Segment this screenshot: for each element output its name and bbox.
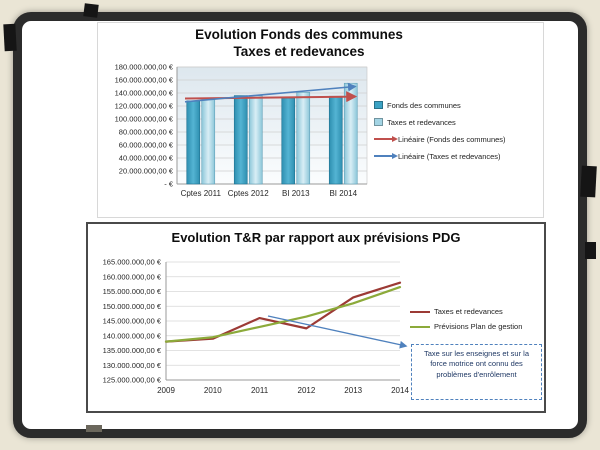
bar-swatch-taxes-icon xyxy=(374,118,383,127)
svg-text:155.000.000,00 €: 155.000.000,00 € xyxy=(103,287,162,296)
svg-text:145.000.000,00 €: 145.000.000,00 € xyxy=(103,317,162,326)
legend-label-fonds: Fonds des communes xyxy=(387,100,461,110)
svg-text:2013: 2013 xyxy=(344,386,362,395)
top-chart-plot: 180.000.000,00 € 160.000.000,00 € 140.000.… xyxy=(115,63,368,198)
annotation-box: Taxe sur les enseignes et sur la force m… xyxy=(411,344,542,400)
svg-text:60.000.000,00 €: 60.000.000,00 € xyxy=(119,140,174,149)
svg-text:165.000.000,00 €: 165.000.000,00 € xyxy=(103,258,162,267)
svg-text:2011: 2011 xyxy=(251,386,269,395)
legend-item-lineaire-fonds: Linéaire (Fonds des communes) xyxy=(374,135,506,144)
svg-text:120.000.000,00 €: 120.000.000,00 € xyxy=(115,101,174,110)
top-chart-legend: Fonds des communes Taxes et redevances L… xyxy=(374,101,506,169)
legend-label-previsions: Prévisions Plan de gestion xyxy=(434,322,523,331)
tape-mark-top xyxy=(83,3,99,18)
bottom-chart-plot: 165.000.000,00 € 160.000.000,00 € 155.000.… xyxy=(103,258,410,395)
legend-label-lineaire-taxes: Linéaire (Taxes et redevances) xyxy=(398,151,501,161)
top-chart: Evolution Fonds des communes Taxes et re… xyxy=(97,22,544,218)
svg-text:140.000.000,00 €: 140.000.000,00 € xyxy=(115,88,174,97)
bottom-chart: Evolution T&R par rapport aux prévisions… xyxy=(86,222,546,413)
svg-text:- €: - € xyxy=(164,179,174,188)
svg-text:Cptes 2011: Cptes 2011 xyxy=(181,189,222,198)
svg-text:160.000.000,00 €: 160.000.000,00 € xyxy=(115,75,174,84)
svg-text:80.000.000,00 €: 80.000.000,00 € xyxy=(119,127,174,136)
bottom-chart-legend: Taxes et redevances Prévisions Plan de g… xyxy=(410,307,522,337)
svg-text:BI 2013: BI 2013 xyxy=(282,189,310,198)
top-chart-title-line1: Evolution Fonds des communes xyxy=(195,27,403,42)
svg-text:100.000.000,00 €: 100.000.000,00 € xyxy=(115,114,174,123)
svg-text:20.000.000,00 €: 20.000.000,00 € xyxy=(119,166,174,175)
trendline-swatch-red-icon xyxy=(374,135,398,142)
svg-text:40.000.000,00 €: 40.000.000,00 € xyxy=(119,153,174,162)
svg-text:2010: 2010 xyxy=(204,386,222,395)
legend-label-lineaire-fonds: Linéaire (Fonds des communes) xyxy=(398,134,506,144)
svg-text:2014: 2014 xyxy=(391,386,409,395)
smudge-mark-bottom xyxy=(86,425,102,432)
legend-item-lineaire-taxes: Linéaire (Taxes et redevances) xyxy=(374,152,506,161)
top-chart-body: 180.000.000,00 € 160.000.000,00 € 140.000.… xyxy=(98,63,543,213)
legend-item-fonds: Fonds des communes xyxy=(374,101,506,110)
tape-mark-right-upper xyxy=(580,165,597,198)
svg-text:180.000.000,00 €: 180.000.000,00 € xyxy=(115,63,174,72)
svg-text:Cptes 2012: Cptes 2012 xyxy=(228,189,269,198)
svg-text:130.000.000,00 €: 130.000.000,00 € xyxy=(103,361,162,370)
svg-text:2009: 2009 xyxy=(157,386,175,395)
top-chart-title: Evolution Fonds des communes Taxes et re… xyxy=(84,27,514,61)
legend-item-previsions: Prévisions Plan de gestion xyxy=(410,322,522,331)
legend-label-tr: Taxes et redevances xyxy=(434,307,503,316)
bottom-chart-title: Evolution T&R par rapport aux prévisions… xyxy=(171,230,461,245)
svg-text:140.000.000,00 €: 140.000.000,00 € xyxy=(103,331,162,340)
svg-text:2012: 2012 xyxy=(298,386,316,395)
svg-text:160.000.000,00 €: 160.000.000,00 € xyxy=(103,272,162,281)
legend-label-taxes: Taxes et redevances xyxy=(387,117,456,127)
tape-mark-left xyxy=(3,23,17,52)
bar-swatch-fonds-icon xyxy=(374,101,383,110)
trendline-swatch-blue-icon xyxy=(374,152,398,159)
svg-text:135.000.000,00 €: 135.000.000,00 € xyxy=(103,346,162,355)
svg-text:125.000.000,00 €: 125.000.000,00 € xyxy=(103,376,162,385)
line-swatch-red-icon xyxy=(410,310,430,313)
legend-item-taxes: Taxes et redevances xyxy=(374,118,506,127)
svg-text:BI 2014: BI 2014 xyxy=(329,189,357,198)
line-swatch-green-icon xyxy=(410,325,430,328)
svg-text:150.000.000,00 €: 150.000.000,00 € xyxy=(103,302,162,311)
legend-item-tr: Taxes et redevances xyxy=(410,307,522,316)
tape-mark-right-lower xyxy=(585,242,596,259)
photo-frame: Evolution Fonds des communes Taxes et re… xyxy=(13,12,587,438)
top-chart-title-line2: Taxes et redevances xyxy=(233,43,365,59)
slide-content: Evolution Fonds des communes Taxes et re… xyxy=(22,21,578,429)
